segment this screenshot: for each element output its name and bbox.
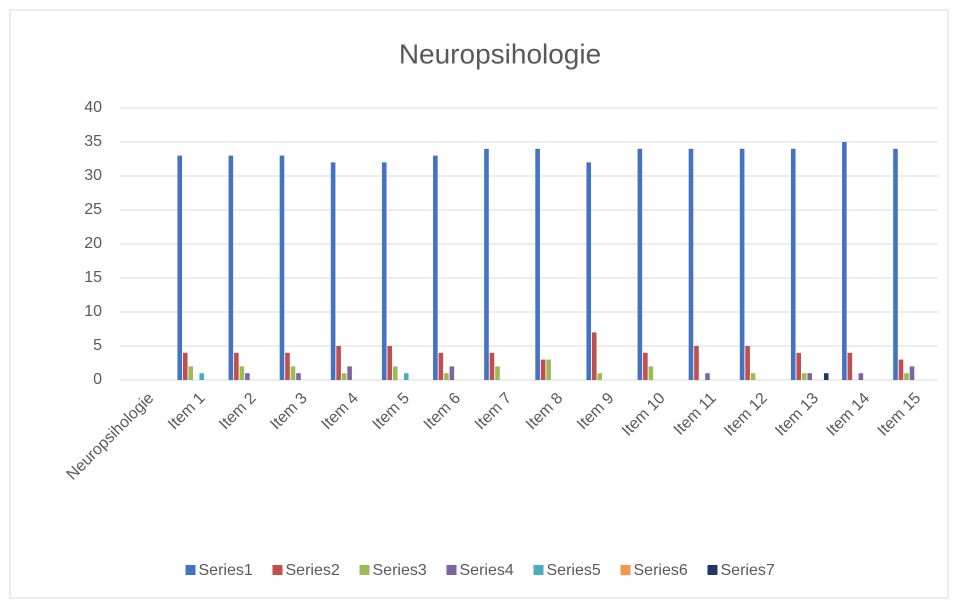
bar	[182, 352, 188, 380]
bar	[535, 148, 540, 380]
bar	[336, 346, 341, 380]
bar	[290, 366, 296, 380]
bar	[739, 148, 745, 380]
bar	[341, 373, 347, 380]
bar	[790, 148, 796, 380]
legend-label: Series3	[373, 562, 427, 579]
bar	[898, 359, 904, 380]
legend-swatch	[620, 565, 631, 575]
legend-swatch	[359, 565, 370, 575]
legend-swatch	[185, 565, 196, 575]
bar	[909, 366, 915, 380]
bar	[484, 148, 489, 380]
y-tick-label: 30	[84, 167, 102, 184]
legend-swatch	[533, 565, 544, 575]
bar	[904, 373, 909, 380]
y-tick-label: 0	[93, 371, 102, 388]
bar	[801, 373, 807, 380]
y-tick-label: 20	[84, 235, 102, 252]
bar	[228, 155, 234, 380]
bar	[796, 352, 802, 380]
bar	[296, 373, 301, 380]
bar	[239, 366, 245, 380]
bar	[643, 352, 648, 380]
bar	[444, 373, 449, 380]
bar	[347, 366, 352, 380]
bar	[449, 366, 455, 380]
bar	[591, 332, 597, 380]
y-tick-label: 25	[84, 201, 102, 218]
legend-swatch	[707, 565, 718, 575]
bar	[648, 366, 654, 380]
bar	[893, 148, 898, 380]
bar	[750, 373, 756, 380]
bar	[597, 373, 603, 380]
y-tick-label: 10	[84, 303, 102, 320]
bar	[858, 373, 864, 380]
bar	[177, 155, 183, 380]
legend-label: Series5	[547, 562, 601, 579]
bar	[285, 352, 290, 380]
bar	[546, 359, 551, 380]
legend-swatch	[272, 565, 283, 575]
chart-border	[9, 9, 949, 599]
bar	[847, 352, 853, 380]
bar	[586, 162, 592, 380]
legend-label: Series7	[721, 562, 775, 579]
bar	[381, 162, 387, 380]
bar	[688, 148, 694, 380]
bar	[489, 352, 495, 380]
bar	[188, 366, 194, 380]
bar	[330, 162, 336, 380]
chart-title: Neuropsihologie	[399, 38, 601, 69]
bar	[823, 373, 829, 380]
bar	[705, 373, 710, 380]
bar	[234, 352, 239, 380]
y-tick-label: 5	[93, 337, 102, 354]
bar	[433, 155, 438, 380]
bar	[438, 352, 444, 380]
bar	[199, 373, 205, 380]
bar	[745, 346, 750, 380]
bar	[694, 346, 699, 380]
bar	[637, 148, 643, 380]
bar	[403, 373, 409, 380]
bar	[279, 155, 285, 380]
y-tick-label: 15	[84, 269, 102, 286]
y-tick-label: 35	[84, 133, 102, 150]
bar	[245, 373, 250, 380]
legend-label: Series4	[460, 562, 514, 579]
legend-label: Series1	[199, 562, 253, 579]
y-tick-label: 40	[84, 99, 102, 116]
bar	[807, 373, 813, 380]
legend-swatch	[446, 565, 457, 575]
bar	[842, 142, 847, 380]
legend-label: Series6	[634, 562, 688, 579]
bar	[387, 346, 393, 380]
legend-label: Series2	[286, 562, 340, 579]
bar	[540, 359, 546, 380]
bar	[392, 366, 398, 380]
bar	[495, 366, 500, 380]
